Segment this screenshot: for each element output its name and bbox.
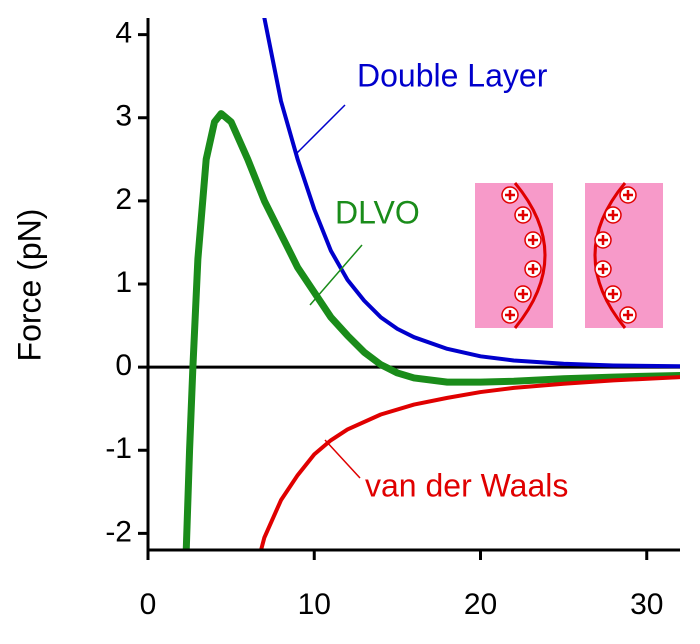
x-tick-label: 10 (298, 588, 331, 621)
y-tick-label: -2 (105, 515, 132, 548)
charge-sign (608, 289, 618, 299)
x-tick-label: 30 (630, 588, 663, 621)
x-tick-label: 20 (464, 588, 497, 621)
y-tick-label: 1 (115, 266, 132, 299)
right-surface (593, 182, 627, 329)
charge-sign (598, 235, 608, 245)
series-label-leader (294, 104, 346, 156)
charge-sign (528, 235, 538, 245)
left-surface (513, 182, 547, 329)
y-tick-label: 0 (115, 349, 132, 382)
charge-sign (518, 289, 528, 299)
y-tick-label: 2 (115, 183, 132, 216)
charge-sign (623, 310, 633, 320)
y-tick-label: 3 (115, 100, 132, 133)
series-label: van der Waals (365, 467, 568, 503)
series-label-leader (324, 439, 361, 479)
series-line (259, 375, 680, 550)
charge-sign (505, 190, 515, 200)
series-line (182, 110, 680, 550)
y-tick-label: 4 (115, 17, 132, 50)
series-label: DLVO (335, 194, 420, 230)
charge-sign (505, 310, 515, 320)
series-label-leader (309, 244, 363, 306)
x-tick-label: 0 (140, 588, 157, 621)
charges (501, 186, 637, 324)
plot-area (148, 18, 680, 550)
y-tick-label: -1 (105, 432, 132, 465)
left-particle (475, 183, 553, 328)
series-line (262, 18, 680, 369)
charge-sign (528, 264, 538, 274)
charge-sign (598, 264, 608, 274)
charge-sign (518, 210, 528, 220)
right-particle (585, 183, 663, 328)
series-label: Double Layer (357, 57, 548, 93)
charge-sign (623, 190, 633, 200)
y-axis-label: Force (pN) (11, 209, 47, 362)
illustration (475, 182, 663, 329)
charge-sign (608, 210, 618, 220)
